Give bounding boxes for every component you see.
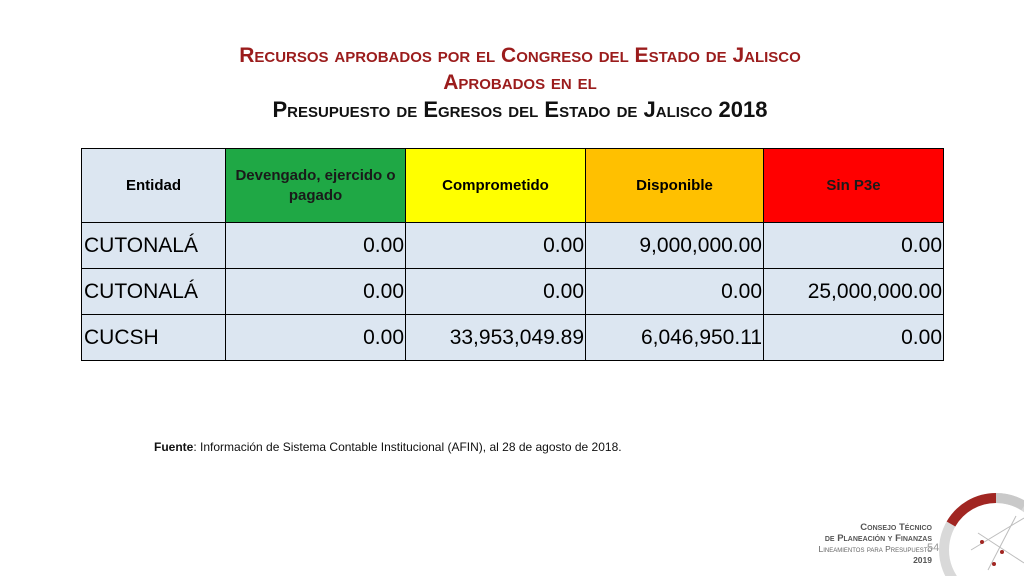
- page-number: 54: [927, 542, 940, 554]
- logo-line-1: Consejo Técnico: [860, 522, 932, 533]
- title-line-3: Presupuesto de Egresos del Estado de Jal…: [272, 97, 768, 122]
- cell-entidad: CUTONALÁ: [81, 222, 226, 269]
- header-entidad: Entidad: [81, 148, 226, 223]
- cell-sin-p3e: 0.00: [763, 314, 944, 361]
- table-row: CUTONALÁ 0.00 0.00 0.00 25,000,000.00: [81, 268, 944, 315]
- decorative-circle-logo-icon: [939, 492, 1024, 576]
- table-row: CUTONALÁ 0.00 0.00 9,000,000.00 0.00: [81, 222, 944, 269]
- cell-entidad: CUCSH: [81, 314, 226, 361]
- cell-devengado: 0.00: [225, 222, 406, 269]
- table-row: CUCSH 0.00 33,953,049.89 6,046,950.11 0.…: [81, 314, 944, 361]
- header-comprometido: Comprometido: [405, 148, 586, 223]
- source-text: : Información de Sistema Contable Instit…: [193, 440, 622, 454]
- source-label: Fuente: [154, 440, 194, 454]
- cell-disponible: 0.00: [585, 268, 764, 315]
- slide-title: Recursos aprobados por el Congreso del E…: [0, 42, 1024, 123]
- cell-entidad: CUTONALÁ: [81, 268, 226, 315]
- cell-comprometido: 33,953,049.89: [405, 314, 586, 361]
- logo-line-3: Lineamientos para Presupuesto: [818, 544, 932, 554]
- cell-comprometido: 0.00: [405, 222, 586, 269]
- council-logo-text: Consejo Técnico de Planeación y Finanzas…: [819, 522, 932, 566]
- cell-devengado: 0.00: [225, 314, 406, 361]
- cell-sin-p3e: 0.00: [763, 222, 944, 269]
- header-disponible: Disponible: [585, 148, 764, 223]
- cell-devengado: 0.00: [225, 268, 406, 315]
- logo-line-4: 2019: [913, 555, 932, 565]
- cell-sin-p3e: 25,000,000.00: [763, 268, 944, 315]
- table-header-row: Entidad Devengado, ejercido o pagado Com…: [81, 148, 944, 223]
- title-line-2: Aprobados en el: [443, 71, 597, 94]
- header-devengado: Devengado, ejercido o pagado: [225, 148, 406, 223]
- source-note: Fuente: Información de Sistema Contable …: [154, 440, 622, 454]
- logo-line-2: de Planeación y Finanzas: [824, 533, 932, 544]
- budget-table: Entidad Devengado, ejercido o pagado Com…: [81, 148, 944, 361]
- cell-disponible: 9,000,000.00: [585, 222, 764, 269]
- header-sin-p3e: Sin P3e: [763, 148, 944, 223]
- title-line-1: Recursos aprobados por el Congreso del E…: [239, 44, 801, 67]
- cell-comprometido: 0.00: [405, 268, 586, 315]
- cell-disponible: 6,046,950.11: [585, 314, 764, 361]
